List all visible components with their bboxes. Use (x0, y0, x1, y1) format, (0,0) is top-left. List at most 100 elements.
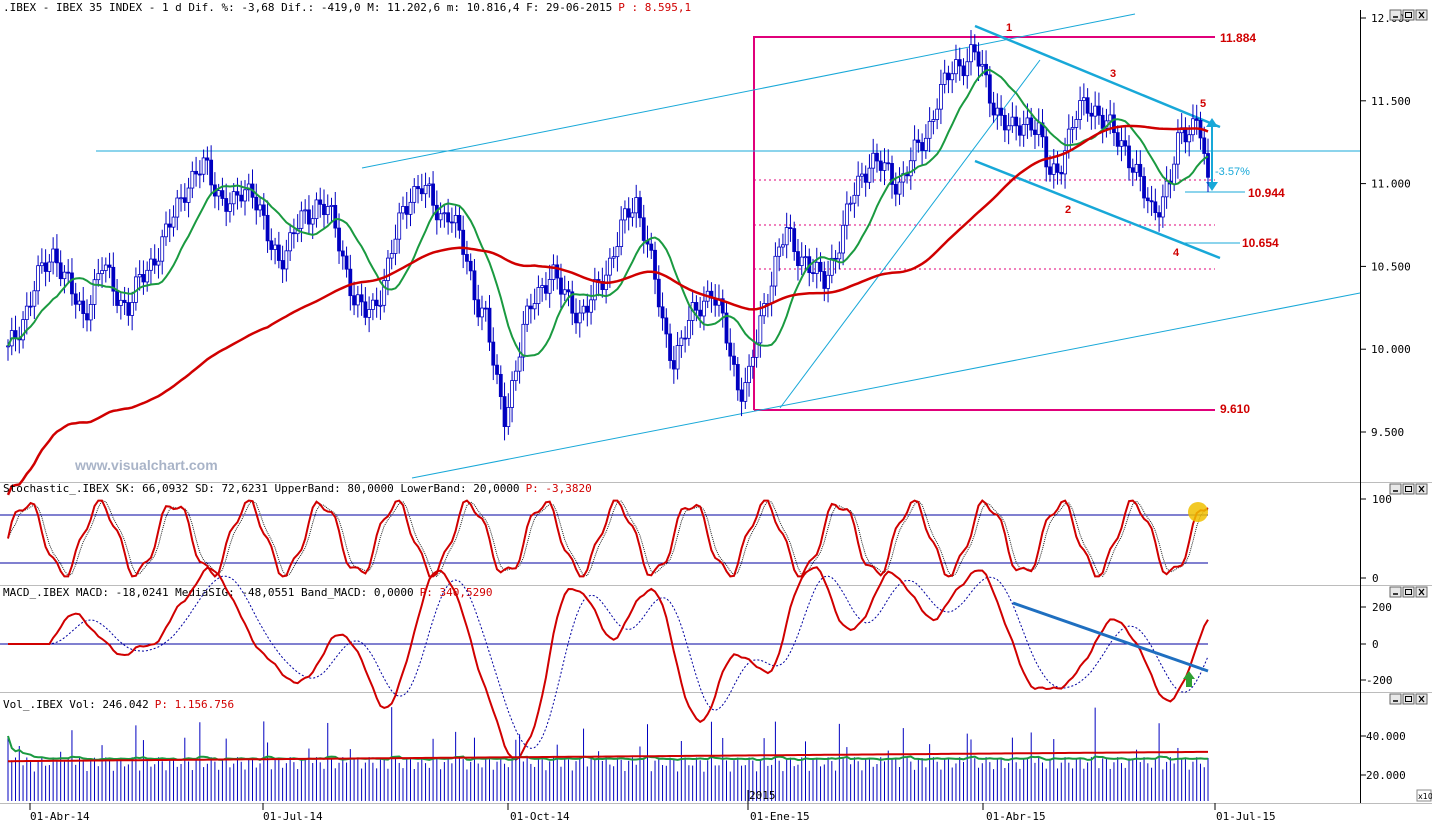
maximize-panel-button[interactable] (1402, 483, 1415, 495)
candle-body (32, 290, 37, 307)
candle-body (480, 307, 484, 318)
candle-body (1055, 163, 1060, 173)
candle-body (972, 44, 977, 53)
candle-body (912, 139, 917, 162)
candle-body (160, 236, 165, 262)
candle-body (314, 199, 319, 220)
maximize-panel-button[interactable] (1402, 693, 1415, 705)
candle-body (792, 228, 797, 252)
candle-body (626, 208, 631, 218)
candle-body (1187, 134, 1192, 143)
candle-body (149, 258, 153, 271)
candle-body (630, 212, 635, 218)
candle-body (156, 260, 161, 266)
candle-body (769, 285, 774, 304)
wave-3: 3 (1110, 68, 1116, 80)
stoch-highlight (1188, 502, 1208, 522)
candle-body (103, 264, 108, 271)
candle-body (856, 175, 861, 196)
candle-body (946, 72, 951, 81)
candle-body (453, 215, 458, 224)
candle-body (1002, 114, 1007, 131)
candle-body (525, 305, 530, 325)
candle-body (62, 271, 67, 280)
vol-y-axis: 40.000 20.000 (1360, 730, 1406, 782)
candle-body (126, 302, 131, 316)
candle-body (957, 59, 962, 67)
price-panel-header: .IBEX - IBEX 35 INDEX - 1 d Dif. %: -3,6… (3, 1, 691, 14)
candle-body (1176, 132, 1180, 165)
price-overlays (96, 13, 1361, 479)
candle-body (449, 221, 454, 224)
candle-body (803, 256, 808, 259)
candle-body (920, 142, 925, 151)
price-tick: 10.000 (1371, 343, 1411, 356)
candle-body (1010, 116, 1015, 127)
candle-body (1033, 129, 1037, 135)
candle-body (517, 356, 522, 372)
candle-body (1044, 136, 1049, 168)
candle-body (886, 162, 891, 165)
candle-body (638, 197, 642, 219)
candle-body (995, 107, 1000, 116)
candle-body (55, 248, 59, 264)
candle-body (92, 279, 97, 305)
candle-body (111, 266, 116, 292)
candle-body (386, 257, 390, 281)
candle-body (811, 272, 815, 275)
minimize-panel-button[interactable] (1389, 9, 1402, 21)
candle-body (1048, 166, 1052, 175)
level-10944: 10.944 (1248, 186, 1285, 200)
trend-channel (96, 13, 1361, 479)
candle-body (976, 51, 981, 67)
candle-body (280, 260, 285, 270)
svg-text:x10: x10 (1418, 792, 1432, 801)
candle-body (871, 152, 876, 169)
candle-body (566, 289, 571, 293)
candle-body (1160, 196, 1165, 218)
candle-body (837, 252, 842, 260)
candle-body (355, 294, 360, 306)
candle-body (1149, 200, 1154, 203)
candle-body (197, 173, 202, 176)
candle-body (340, 250, 345, 257)
minimize-panel-button[interactable] (1389, 586, 1402, 598)
candle-body (254, 196, 259, 211)
minimize-panel-button[interactable] (1389, 483, 1402, 495)
candle-body (164, 223, 168, 238)
svg-text:200: 200 (1372, 601, 1392, 614)
candle-body (1119, 140, 1124, 147)
candle-body (1085, 97, 1090, 114)
candle-body (1059, 172, 1064, 175)
minimize-panel-button[interactable] (1389, 693, 1402, 705)
stoch-lines (7, 499, 1209, 578)
maximize-panel-button[interactable] (1402, 586, 1415, 598)
candle-body (1206, 153, 1210, 178)
year-marker: 2015 (749, 789, 776, 802)
candle-body (980, 63, 985, 67)
level-11884: 11.884 (1220, 31, 1256, 45)
candle-body (1100, 114, 1105, 129)
candle-body (122, 299, 127, 303)
candle-body (457, 215, 462, 231)
candle-body (1153, 201, 1158, 214)
macd-line (8, 566, 1209, 761)
candle-body (893, 184, 898, 195)
candle-body (671, 360, 676, 370)
candle-body (574, 312, 578, 324)
x-label-ene15: 01-Ene-15 (750, 810, 810, 823)
wave-labels: 1 2 3 4 5 (1006, 22, 1206, 259)
volume-ma-short (7, 735, 1208, 762)
candle-body (352, 295, 356, 306)
candle-body (796, 251, 800, 267)
candle-body (423, 185, 428, 195)
scale-badge[interactable] (1416, 789, 1432, 802)
panel-window-buttons[interactable] (1389, 9, 1428, 705)
candle-body (348, 268, 353, 297)
maximize-panel-button[interactable] (1402, 9, 1415, 21)
candle-body (47, 261, 52, 272)
candle-body (611, 256, 616, 259)
vol-panel-header: Vol_.IBEX Vol: 246.042 P: 1.156.756 (3, 698, 234, 711)
candle-body (513, 370, 518, 381)
candle-body (100, 270, 104, 275)
